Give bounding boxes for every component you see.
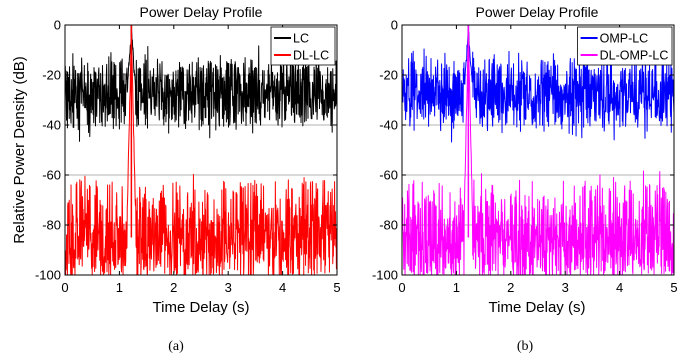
panel-a-x-tick-label: 4 [279,280,286,295]
panel-b-title: Power Delay Profile [476,4,599,20]
panel-b-x-tick-label: 1 [453,280,460,295]
panel-b-legend-label: OMP-LC [600,32,649,46]
panel-b: Power Delay Profile -100 -80 -60 -40 -20 0 0 1… [372,4,678,354]
panel-a-x-tick-label: 3 [225,280,232,295]
panel-a-series-lc [64,29,338,142]
panel-b-y-tick-label: -60 [379,168,398,183]
panel-a-y-tick-label: -100 [35,268,61,283]
panel-b-legend-label: DL-OMP-LC [600,49,669,63]
panel-b-series-dl-omp-lc [401,31,675,276]
panel-a-caption: (a) [168,339,184,354]
panel-a-x-axis-label: Time Delay (s) [153,299,250,316]
panel-b-caption: (b) [517,339,534,354]
panel-b-y-tick-label: -80 [379,218,398,233]
panel-b-legend-box [577,26,673,66]
panel-a-axes-frame [64,24,338,276]
panel-a-legend-box [270,26,336,66]
panel-a-series-dl-lc [64,35,338,276]
panel-a-x-tick-label: 0 [61,280,68,295]
panel-a-plot-area [64,25,338,276]
panel-a-legend-label: LC [293,32,309,46]
panel-a-y-tick-label: -60 [42,168,61,183]
panel-a-title: Power Delay Profile [140,4,263,20]
panel-b-y-ticks: -100 -80 -60 -40 -20 0 [372,18,674,283]
panel-a-x-tick-label: 1 [116,280,123,295]
panel-a-y-ticks: -100 -80 -60 -40 -20 0 [35,18,337,283]
panel-b-x-ticks: 0 1 2 3 4 5 [398,25,678,295]
panel-b-plot-area [401,25,675,276]
panel-b-x-tick-label: 2 [507,280,514,295]
panel-b-series-omp-lc [401,28,675,143]
panel-b-x-axis-label: Time Delay (s) [489,299,586,316]
panel-a-y-tick-label: -20 [42,68,61,83]
panel-a-y-axis-label: Relative Power Density (dB) [11,56,28,244]
panel-b-y-tick-label: -20 [379,68,398,83]
panel-b-x-tick-label: 3 [562,280,569,295]
panel-b-y-tick-label: -40 [379,118,398,133]
panel-b-x-tick-label: 5 [670,280,677,295]
panel-b-x-tick-label: 4 [616,280,623,295]
panel-a-legend-label: DL-LC [293,49,329,63]
panel-a-x-tick-label: 2 [170,280,177,295]
panel-a: Power Delay Profile -100 -80 -60 -40 -20 0 0 1… [11,4,341,354]
panel-a-y-tick-label: 0 [54,18,61,33]
panel-b-legend: OMP-LC DL-OMP-LC [577,26,673,66]
panel-b-y-tick-label: -100 [372,268,398,283]
panel-b-axes-frame [401,24,675,276]
panel-a-y-tick-label: -80 [42,218,61,233]
panel-b-x-tick-label: 0 [398,280,405,295]
panel-b-y-tick-label: 0 [391,18,398,33]
panel-a-x-tick-label: 5 [333,280,340,295]
panel-a-y-tick-label: -40 [42,118,61,133]
panel-a-legend: LC DL-LC [270,26,336,66]
